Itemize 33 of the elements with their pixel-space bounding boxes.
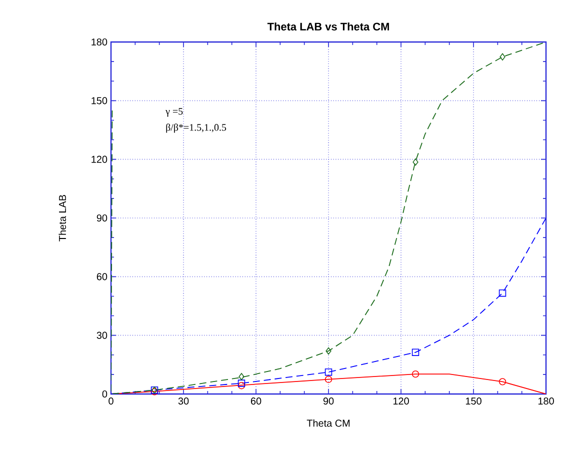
x-tick-label: 30: [178, 398, 189, 405]
line-series: [111, 218, 546, 394]
y-tick-label: 150: [92, 97, 108, 104]
point: [500, 53, 506, 60]
point: [498, 378, 506, 386]
x-tick-label: 180: [538, 398, 554, 405]
x-tick-label: 120: [393, 398, 409, 405]
point: [324, 368, 332, 376]
y-axis-title: Theta LAB: [58, 194, 66, 242]
chart-title: Theta LAB vs Theta CM: [267, 22, 389, 30]
point: [324, 376, 332, 383]
y-tick-label: 30: [96, 332, 108, 339]
point: [238, 380, 246, 387]
point: [326, 347, 332, 355]
point: [498, 289, 506, 297]
x-tick-label: 150: [466, 398, 482, 405]
annotation: γ =5: [166, 108, 183, 117]
point: [412, 370, 420, 378]
y-tick-label: 120: [92, 156, 108, 163]
line-series: [111, 42, 546, 394]
y-tick-label: 180: [92, 38, 108, 46]
point: [238, 372, 244, 380]
y-tick-label: 90: [96, 214, 108, 222]
y-tick-label: 0: [102, 390, 108, 398]
point: [412, 348, 420, 356]
x-axis-title: Theta CM: [306, 419, 350, 427]
annotation: β/β*=1.5,1.,0.5: [166, 124, 226, 133]
x-tick-label: 60: [250, 398, 262, 405]
x-tick-label: 90: [323, 398, 334, 405]
point: [412, 158, 418, 166]
y-tick-label: 60: [96, 273, 108, 280]
x-tick-label: 0: [108, 398, 114, 405]
point: [238, 382, 246, 390]
